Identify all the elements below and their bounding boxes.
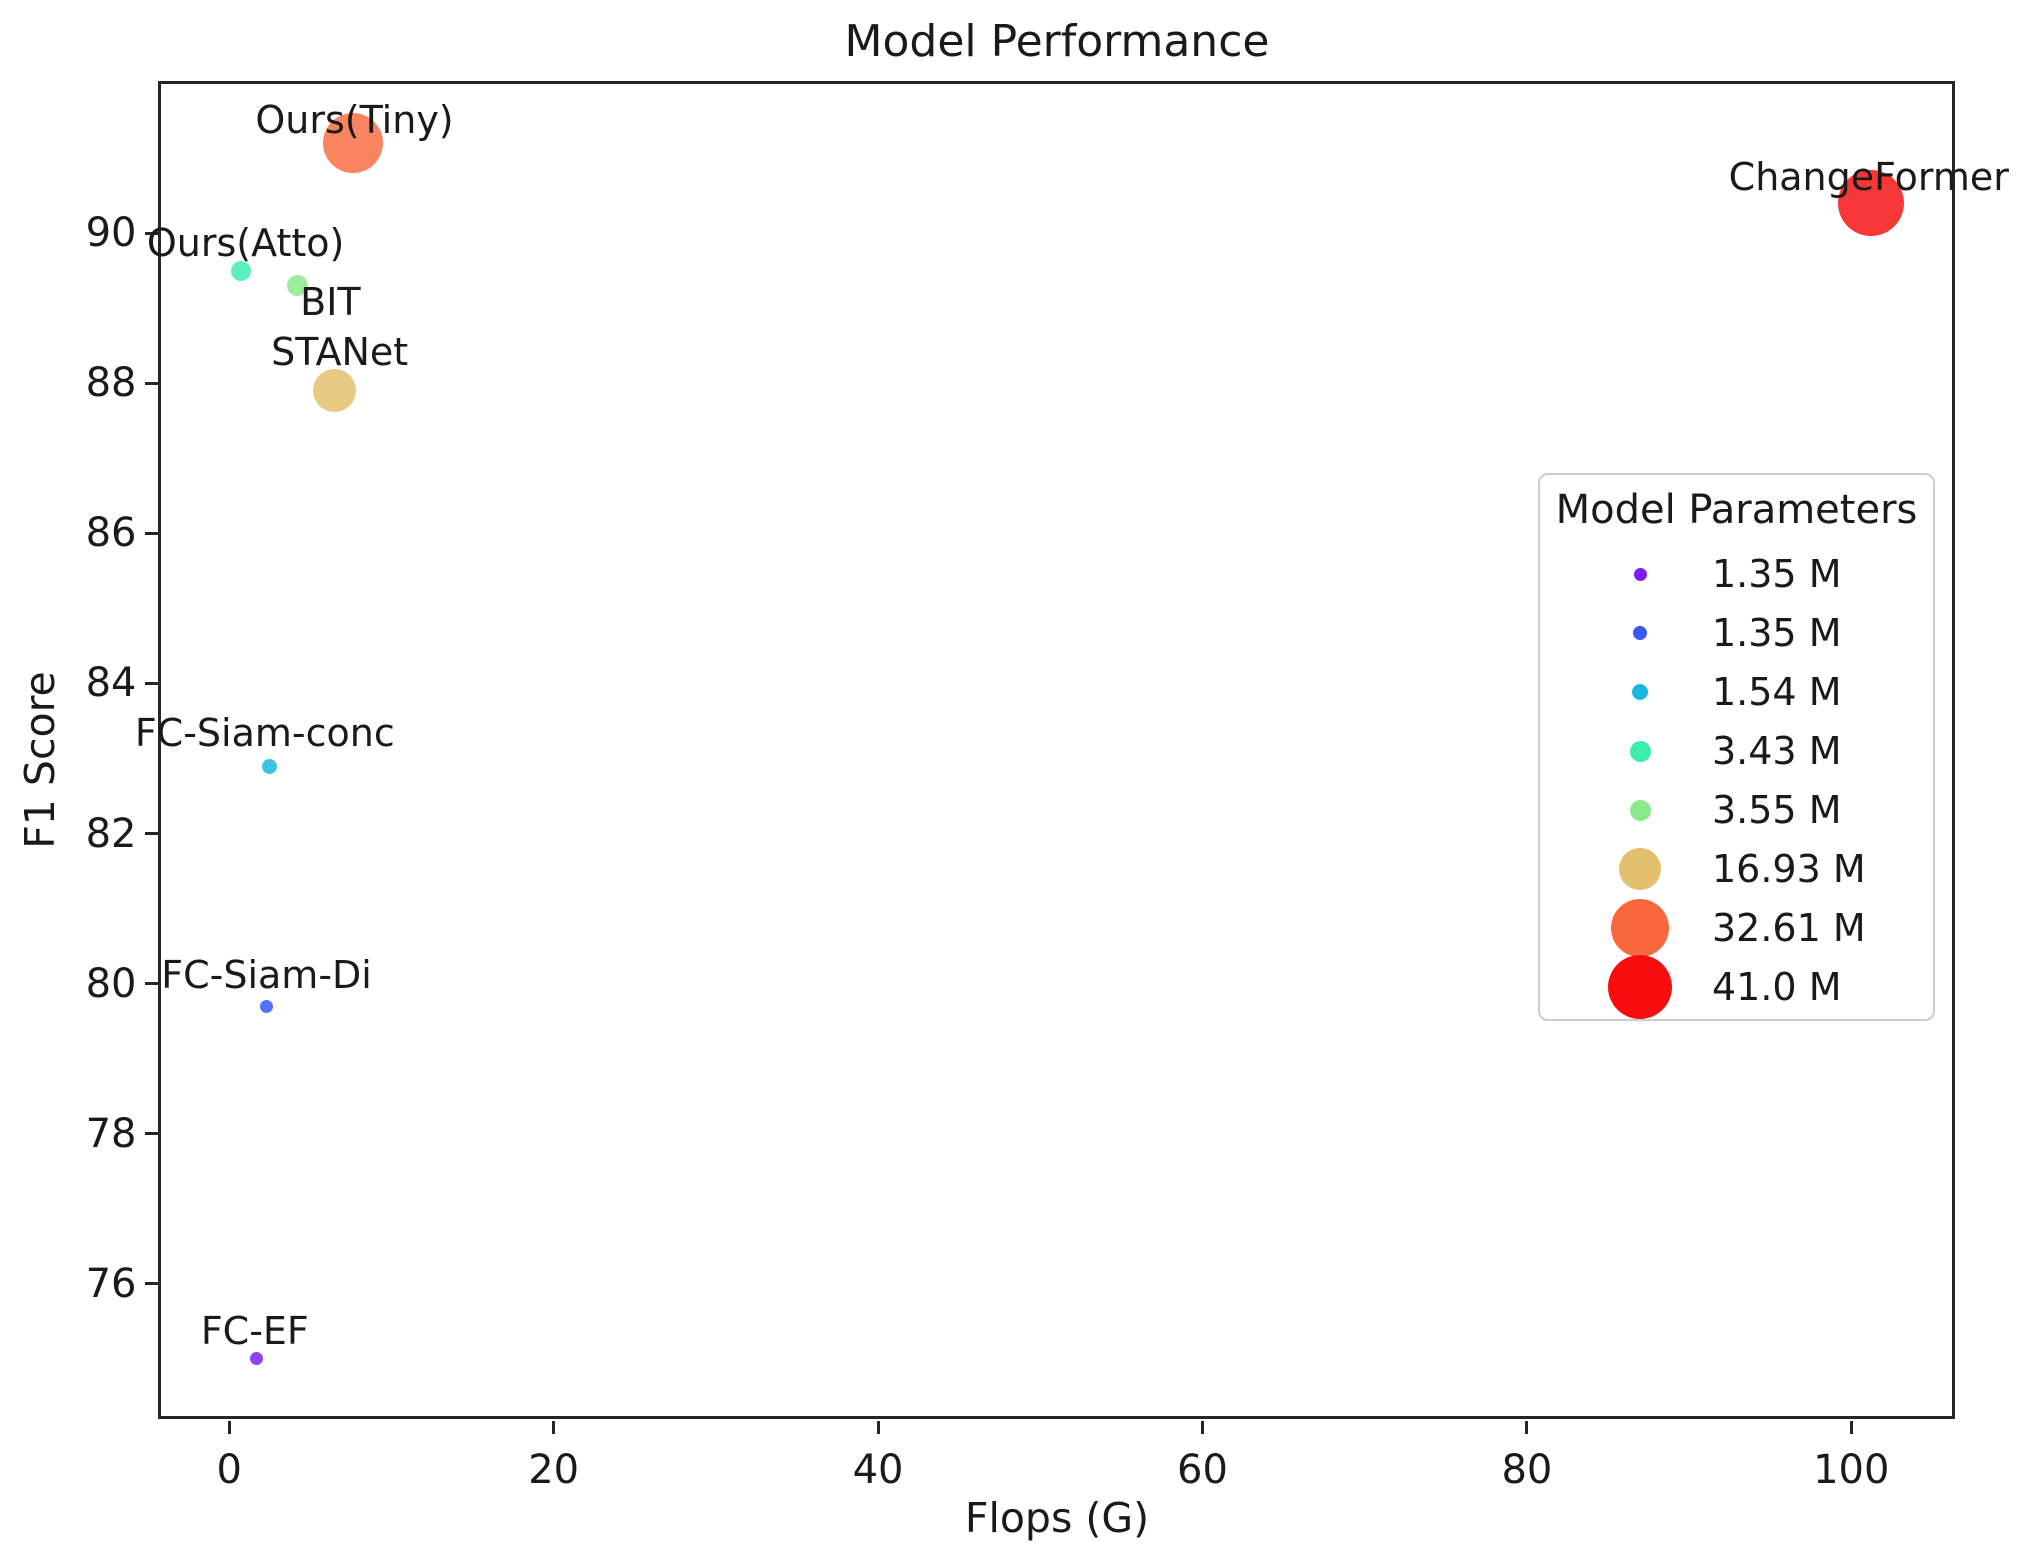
legend-marker xyxy=(1619,848,1661,890)
legend-marker xyxy=(1629,740,1651,762)
legend-marker xyxy=(1629,799,1651,821)
x-tick-label: 40 xyxy=(852,1447,904,1493)
point-label-changeformer: ChangeFormer xyxy=(1728,155,2009,200)
legend-entry-label: 3.55 M xyxy=(1712,788,1842,832)
x-tick-label: 0 xyxy=(216,1447,242,1493)
y-tick xyxy=(145,231,158,235)
legend-entry-label: 32.61 M xyxy=(1712,906,1866,950)
x-tick xyxy=(552,1420,556,1434)
y-tick xyxy=(145,531,158,535)
legend-entry-label: 41.0 M xyxy=(1712,965,1842,1009)
point-label-ours-atto: Ours(Atto) xyxy=(146,220,345,265)
legend-marker xyxy=(1608,955,1672,1019)
point-label-fc-siam-di: FC-Siam-Di xyxy=(161,953,372,998)
x-tick xyxy=(1200,1420,1204,1434)
y-tick-label: 88 xyxy=(85,360,137,407)
x-tick-label: 60 xyxy=(1177,1447,1228,1493)
y-tick-label: 90 xyxy=(85,210,137,257)
point-fc-ef xyxy=(250,1352,264,1366)
point-changeformer xyxy=(1837,170,1904,237)
legend-entry-label: 16.93 M xyxy=(1712,847,1866,891)
x-tick xyxy=(1849,1420,1853,1434)
y-tick-label: 82 xyxy=(85,810,137,857)
point-ours-atto xyxy=(230,260,251,281)
point-label-bit: BIT xyxy=(300,279,361,324)
chart-title: Model Performance xyxy=(844,16,1270,67)
x-tick-label: 80 xyxy=(1501,1447,1553,1493)
point-label-ours-tiny: Ours(Tiny) xyxy=(255,98,454,143)
x-tick xyxy=(1525,1420,1529,1434)
y-tick xyxy=(145,1282,158,1286)
x-tick-label: 100 xyxy=(1813,1447,1890,1493)
y-tick-label: 86 xyxy=(85,510,137,557)
point-label-stanet: STANet xyxy=(271,329,409,374)
x-axis-label: Flops (G) xyxy=(964,1494,1150,1542)
point-ours-tiny xyxy=(322,113,383,174)
legend-title: Model Parameters xyxy=(1555,487,1918,533)
point-fc-siam-di xyxy=(260,999,274,1013)
y-tick-label: 78 xyxy=(85,1110,137,1157)
legend-entry-label: 1.35 M xyxy=(1712,552,1842,596)
point-stanet xyxy=(313,369,357,413)
x-tick xyxy=(876,1420,880,1434)
legend-entry-label: 1.54 M xyxy=(1712,670,1842,714)
legend-marker xyxy=(1611,899,1669,957)
x-tick-label: 20 xyxy=(528,1447,580,1493)
legend-entry-label: 1.35 M xyxy=(1712,611,1842,655)
y-tick xyxy=(145,832,158,836)
point-bit xyxy=(286,275,308,297)
y-tick-label: 80 xyxy=(85,960,137,1007)
plot-area xyxy=(158,81,1955,1419)
point-label-fc-ef: FC-EF xyxy=(200,1308,309,1353)
y-tick xyxy=(145,982,158,986)
y-tick xyxy=(145,381,158,385)
legend-marker xyxy=(1633,567,1647,581)
y-tick xyxy=(145,681,158,685)
point-fc-siam-conc xyxy=(262,758,278,774)
legend-marker xyxy=(1632,684,1648,700)
legend-entry-label: 3.43 M xyxy=(1712,729,1842,773)
y-tick-label: 76 xyxy=(85,1260,137,1307)
y-axis-label-text: F1 Score xyxy=(16,671,64,849)
legend: Model Parameters 1.35 M 1.35 M 1.54 M 3.43 … xyxy=(1538,473,1935,1021)
x-tick xyxy=(227,1420,231,1434)
y-tick-label: 84 xyxy=(85,660,137,707)
legend-marker xyxy=(1633,626,1647,640)
y-tick xyxy=(145,1132,158,1136)
point-label-fc-siam-conc: FC-Siam-conc xyxy=(134,711,395,755)
